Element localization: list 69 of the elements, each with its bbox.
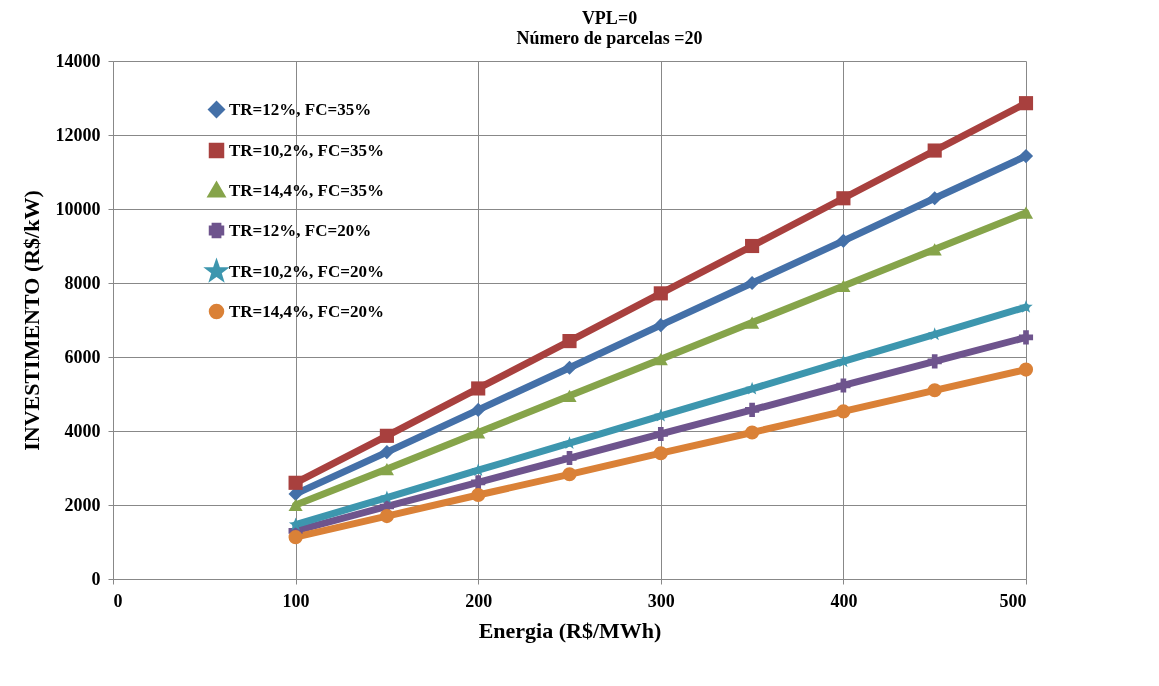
y-tick-label: 10000 bbox=[55, 198, 101, 219]
point bbox=[288, 530, 303, 545]
point bbox=[745, 381, 759, 395]
point bbox=[745, 275, 760, 291]
point bbox=[471, 402, 486, 417]
y-tick-label: 12000 bbox=[55, 124, 101, 145]
legend-label: TR=14,4%, FC=20% bbox=[229, 301, 384, 321]
point bbox=[288, 475, 303, 490]
point bbox=[927, 143, 942, 158]
y-tick-label: 0 bbox=[91, 568, 101, 589]
point bbox=[288, 498, 303, 512]
point bbox=[653, 353, 668, 366]
point bbox=[745, 238, 760, 254]
point bbox=[471, 426, 486, 439]
legend-label: TR=14,4%, FC=35% bbox=[229, 180, 384, 200]
x-axis-title: Energia (R$/MWh) bbox=[478, 617, 662, 643]
x-tick-label: 0 bbox=[113, 590, 123, 611]
point bbox=[653, 286, 668, 301]
y-tick-label: 14000 bbox=[55, 50, 101, 71]
x-tick-label: 200 bbox=[465, 590, 493, 611]
point bbox=[379, 462, 394, 476]
point bbox=[562, 467, 577, 482]
legend-label: TR=12%, FC=35% bbox=[229, 99, 372, 119]
point bbox=[471, 381, 486, 396]
point bbox=[745, 316, 760, 329]
point bbox=[379, 428, 394, 443]
point bbox=[379, 509, 394, 524]
legend-label: TR=10,2%, FC=35% bbox=[229, 140, 384, 160]
x-tick-label: 100 bbox=[282, 590, 310, 611]
y-tick-label: 6000 bbox=[64, 346, 101, 367]
point bbox=[653, 446, 668, 461]
chart-subtitle: Número de parcelas =20 bbox=[516, 28, 703, 48]
point bbox=[1018, 362, 1034, 377]
point bbox=[836, 279, 851, 293]
y-tick-label: 2000 bbox=[64, 494, 101, 515]
y-axis-title: INVESTIMENTO (R$/kW) bbox=[18, 190, 44, 451]
point bbox=[1019, 299, 1033, 313]
point bbox=[471, 475, 486, 490]
point bbox=[1018, 206, 1034, 219]
point bbox=[836, 191, 851, 206]
point bbox=[562, 389, 577, 402]
point bbox=[653, 426, 668, 442]
point bbox=[1018, 149, 1034, 164]
point bbox=[379, 445, 394, 460]
chart-title: VPL=0 bbox=[581, 8, 638, 28]
point bbox=[562, 360, 577, 375]
y-tick-label: 4000 bbox=[64, 420, 101, 441]
legend-label: TR=10,2%, FC=20% bbox=[229, 261, 384, 281]
x-tick-label: 400 bbox=[830, 590, 858, 611]
point bbox=[745, 402, 760, 417]
point bbox=[1018, 96, 1034, 111]
point bbox=[836, 378, 851, 393]
point bbox=[562, 334, 577, 349]
y-tick-label: 8000 bbox=[64, 272, 101, 293]
x-tick-label: 300 bbox=[647, 590, 675, 611]
point bbox=[927, 243, 942, 256]
point bbox=[471, 487, 486, 503]
point bbox=[653, 318, 668, 333]
point bbox=[927, 354, 942, 369]
x-tick-label: 500 bbox=[999, 590, 1027, 611]
point bbox=[745, 425, 760, 440]
point bbox=[471, 463, 485, 476]
point bbox=[836, 233, 851, 248]
point bbox=[927, 383, 942, 398]
point bbox=[836, 404, 851, 419]
point bbox=[562, 450, 577, 466]
legend-label: TR=12%, FC=20% bbox=[229, 220, 372, 240]
point bbox=[927, 191, 942, 206]
point bbox=[1018, 330, 1034, 345]
